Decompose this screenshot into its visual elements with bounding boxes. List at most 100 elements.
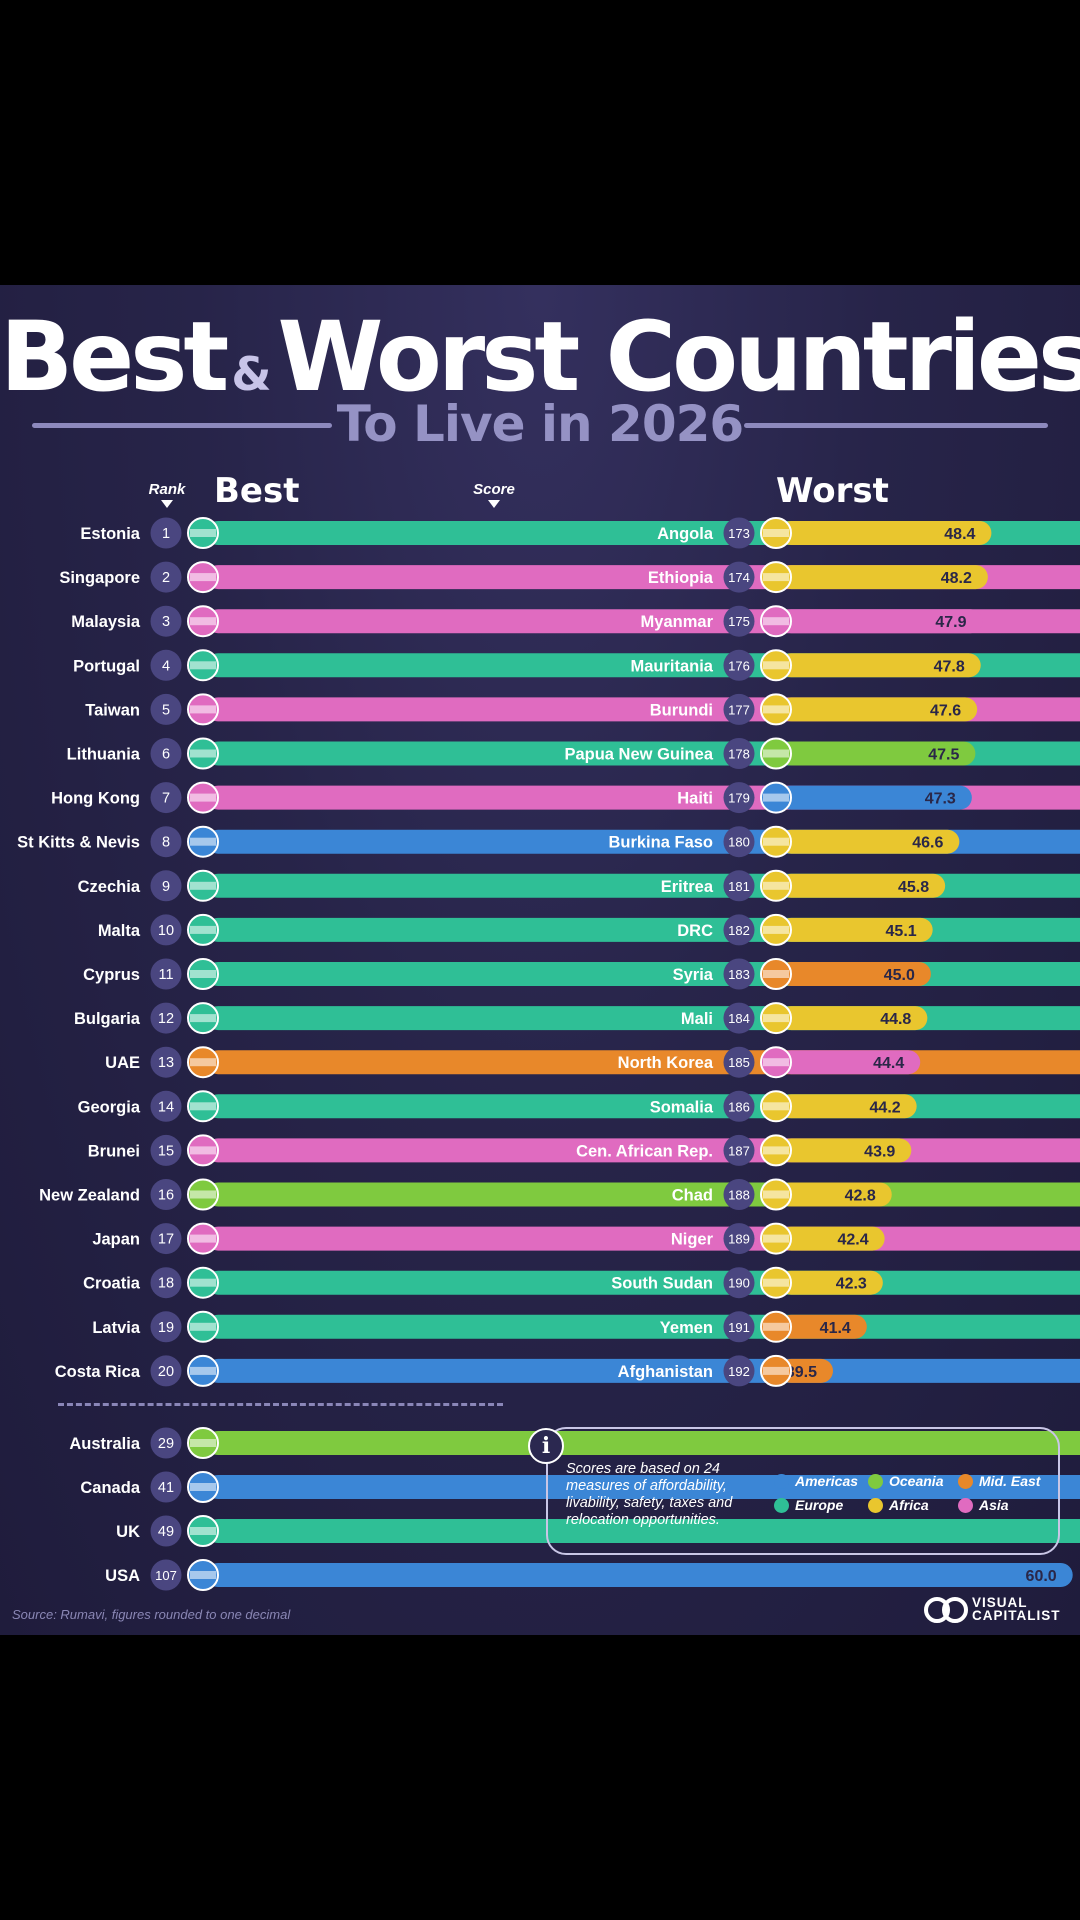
country-label: Canada <box>80 1479 140 1497</box>
country-label: Cyprus <box>83 966 140 984</box>
rank-badge <box>150 1559 182 1591</box>
chart-title: Best &Worst Countries <box>0 307 1080 424</box>
georgia-flag-icon <box>187 1090 219 1123</box>
bar-row: Niger 189 42.4 <box>671 1222 885 1255</box>
bar-row: North Korea 185 44.4 <box>618 1046 921 1079</box>
bar <box>206 962 1080 986</box>
rank-label: 175 <box>728 614 750 629</box>
usa-flag-icon <box>187 1559 219 1591</box>
rank-label: 183 <box>728 967 750 982</box>
country-label: Costa Rica <box>55 1363 141 1381</box>
rank-label: 49 <box>158 1524 174 1540</box>
rank-badge <box>723 1002 755 1034</box>
bar-row: Haiti 179 47.3 <box>677 781 972 814</box>
rank-label: 13 <box>158 1055 174 1071</box>
bar <box>779 1358 833 1383</box>
rank-label: 191 <box>728 1320 750 1335</box>
rank-badge <box>723 693 755 725</box>
japan-flag-icon <box>187 1222 219 1255</box>
country-label: Ethiopia <box>648 569 714 587</box>
legend-label: Asia <box>979 1497 1009 1513</box>
rank-label: 7 <box>162 791 170 807</box>
rank-label: 176 <box>728 658 750 673</box>
country-label: Burundi <box>650 701 713 719</box>
info-icon: i <box>528 1428 564 1464</box>
rank-label: 107 <box>155 1568 177 1583</box>
rank-label: 185 <box>728 1055 750 1070</box>
mauritania-flag-icon <box>760 649 792 682</box>
legend-item-asia: Asia <box>958 1497 1009 1513</box>
rank-badge <box>150 870 182 902</box>
bar-row: Australia2968.0 <box>69 1427 1080 1459</box>
bar <box>206 1519 1080 1543</box>
car-flag-icon <box>760 1134 792 1167</box>
rank-badge <box>150 1311 182 1343</box>
bar-row: South Sudan 190 42.3 <box>611 1266 883 1299</box>
country-label: Taiwan <box>85 701 140 719</box>
rank-label: 177 <box>728 702 750 717</box>
legend-label: Africa <box>889 1497 929 1513</box>
bar-row: Croatia1868.9 <box>83 1266 1080 1299</box>
malaysia-flag-icon <box>187 605 219 638</box>
country-label: Mali <box>681 1010 713 1028</box>
rank-badge <box>150 1002 182 1034</box>
uk-flag-icon <box>187 1515 219 1547</box>
brand-line2: CAPITALIST <box>972 1608 1061 1623</box>
rank-label: 174 <box>728 570 750 585</box>
bar-row: Afghanistan 192 39.5 <box>618 1354 833 1387</box>
country-label: Yemen <box>660 1319 713 1337</box>
bar-row: UAE1369.4 <box>105 1046 1080 1079</box>
croatia-flag-icon <box>187 1266 219 1299</box>
country-label: UAE <box>105 1054 140 1072</box>
bar-row: Angola 173 48.4 <box>657 517 992 549</box>
rank-header: Rank <box>140 481 194 508</box>
canada-flag-icon <box>187 1471 219 1503</box>
score-header: Score <box>466 481 522 508</box>
rank-badge <box>150 1471 182 1503</box>
angola-flag-icon <box>760 517 792 549</box>
rank-arrow-icon <box>161 500 173 508</box>
bar-row: Burundi 177 47.6 <box>650 693 978 726</box>
rank-badge <box>150 1223 182 1255</box>
country-label: Chad <box>672 1187 713 1205</box>
rank-badge <box>723 870 755 902</box>
bar <box>779 1226 885 1251</box>
legend-swatch <box>868 1498 883 1513</box>
bar <box>779 1006 928 1031</box>
rank-label: 6 <box>162 747 170 763</box>
bar <box>779 917 933 942</box>
source-note: Source: Rumavi, figures rounded to one d… <box>12 1607 291 1622</box>
country-label: Latvia <box>92 1319 141 1337</box>
country-label: Somalia <box>650 1098 714 1116</box>
country-label: Japan <box>92 1231 140 1249</box>
chad-flag-icon <box>760 1178 792 1211</box>
country-label: USA <box>105 1567 140 1585</box>
country-label: Angola <box>657 525 714 543</box>
score-arrow-icon <box>488 500 500 508</box>
niger-flag-icon <box>760 1222 792 1255</box>
rank-badge <box>150 561 182 593</box>
legend-swatch <box>868 1474 883 1489</box>
bar-row: Papua New Guinea 178 47.5 <box>564 737 976 770</box>
rank-badge <box>723 1355 755 1387</box>
rank-label: 192 <box>728 1364 750 1379</box>
rank-badge <box>723 1311 755 1343</box>
rank-label: 184 <box>728 1011 750 1026</box>
lithuania-flag-icon <box>187 737 219 770</box>
subtitle-rule-right <box>744 423 1048 428</box>
ethiopia-flag-icon <box>760 561 792 594</box>
value-label: 48.4 <box>944 526 975 543</box>
rank-label: 173 <box>728 526 750 541</box>
country-label: Haiti <box>677 790 713 808</box>
value-label: 47.5 <box>928 747 959 764</box>
value-label: 42.8 <box>845 1188 876 1205</box>
yemen-flag-icon <box>760 1310 792 1343</box>
bar-row: Somalia 186 44.2 <box>650 1090 917 1123</box>
bar <box>779 565 988 590</box>
value-label: 48.2 <box>941 570 972 587</box>
bar-chart: Estonia172.8Singapore272.6Malaysia372.0P… <box>17 517 1080 1591</box>
bar <box>206 1358 1080 1383</box>
brand-text: VISUAL CAPITALIST <box>972 1596 1061 1623</box>
hong-kong-flag-icon <box>187 781 219 814</box>
bar <box>206 1006 1080 1031</box>
